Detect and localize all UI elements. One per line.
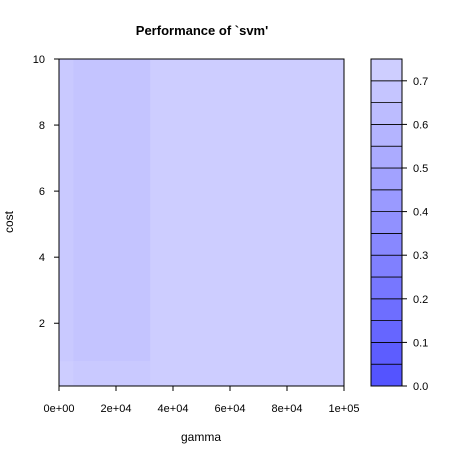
- colorbar-frame: [370, 58, 403, 387]
- colorbar-level-band: [370, 298, 403, 321]
- colorbar-tick-label: 0.5: [413, 163, 428, 175]
- colorbar-tick-label: 0.2: [413, 294, 428, 306]
- x-tick-label: 4e+04: [158, 403, 189, 415]
- x-tick-label: 1e+05: [329, 403, 360, 415]
- colorbar-level-band: [370, 276, 403, 300]
- y-axis-label: cost: [2, 210, 16, 233]
- colorbar-tick-label: 0.0: [413, 381, 428, 393]
- y-tick-label: 6: [39, 186, 45, 198]
- y-tick-label: 10: [33, 54, 45, 66]
- colorbar-level-band: [370, 145, 403, 169]
- heatmap-region-3: [59, 361, 74, 386]
- colorbar-level-band: [370, 363, 403, 387]
- colorbar-level-band: [370, 80, 403, 104]
- chart-title: Performance of `svm': [136, 23, 268, 38]
- colorbar: 0.0 0.1 0.2 0.3 0.4 0.5 0.6 0.7: [370, 58, 428, 393]
- y-tick-label: 2: [39, 318, 45, 330]
- x-axis: 0e+00 2e+04 4e+04 6e+04 8e+04 1e+05: [44, 386, 360, 415]
- colorbar-level-band: [370, 211, 403, 234]
- heatmap-region-1: [73, 59, 151, 362]
- colorbar-level-band: [370, 254, 403, 278]
- colorbar-level-band: [370, 232, 403, 256]
- heatmap-fill: [59, 59, 344, 386]
- colorbar-level-band: [370, 189, 403, 213]
- x-tick-label: 8e+04: [272, 403, 303, 415]
- colorbar-tick-label: 0.4: [413, 207, 428, 219]
- plot-frame: [58, 58, 345, 387]
- colorbar-tick-label: 0.6: [413, 119, 428, 131]
- colorbar-level-band: [370, 58, 403, 82]
- colorbar-tick-label: 0.3: [413, 250, 428, 262]
- heatmap-region-2: [73, 361, 151, 386]
- colorbar-level-band: [370, 167, 403, 191]
- colorbar-level-band: [370, 124, 403, 147]
- y-tick-label: 8: [39, 120, 45, 132]
- colorbar-level-band: [370, 320, 403, 343]
- colorbar-level-band: [370, 102, 403, 125]
- y-tick-label: 4: [39, 252, 45, 264]
- x-axis-label: gamma: [181, 430, 221, 444]
- x-tick-label: 6e+04: [215, 403, 246, 415]
- colorbar-tick-label: 0.7: [413, 76, 428, 88]
- y-axis: 2 4 6 8 10: [33, 54, 59, 330]
- x-tick-label: 0e+00: [44, 403, 75, 415]
- colorbar-tick-label: 0.1: [413, 337, 428, 349]
- x-tick-label: 2e+04: [101, 403, 132, 415]
- colorbar-level-band: [370, 341, 403, 365]
- heatmap-region-0: [59, 59, 74, 386]
